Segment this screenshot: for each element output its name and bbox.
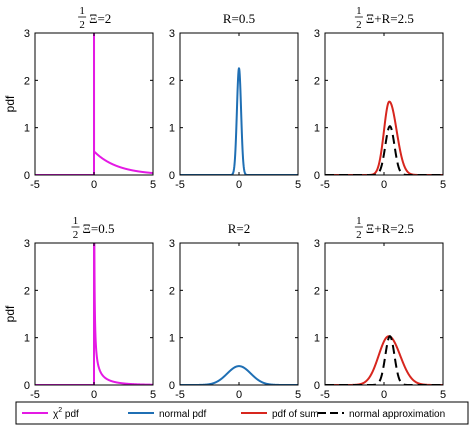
- y-tick-label: 2: [169, 75, 175, 87]
- y-tick-label: 3: [314, 28, 320, 40]
- y-tick-label: 2: [169, 285, 175, 297]
- x-tick-label: 0: [381, 179, 387, 191]
- x-tick-label: 5: [440, 389, 446, 401]
- legend-label-sum: pdf of sum: [272, 409, 319, 420]
- y-tick-label: 1: [314, 123, 320, 135]
- y-tick-label: 2: [314, 75, 320, 87]
- x-tick-label: 0: [381, 389, 387, 401]
- y-tick-label: 1: [169, 123, 175, 135]
- x-tick-label: 5: [150, 179, 156, 191]
- series-line-normal: [325, 125, 443, 175]
- y-axis-label: pdf: [3, 95, 17, 112]
- series-group: [325, 335, 443, 385]
- x-tick-label: 0: [236, 389, 242, 401]
- x-tick-label: 5: [150, 389, 156, 401]
- title-fraction-denominator: 2: [73, 229, 79, 241]
- series-group: [180, 67, 298, 175]
- series-group: [325, 100, 443, 175]
- y-tick-label: 0: [314, 380, 320, 392]
- y-tick-label: 2: [24, 75, 30, 87]
- y-tick-label: 1: [314, 333, 320, 345]
- x-tick-label: 0: [91, 179, 97, 191]
- series-group: [35, 33, 153, 175]
- y-tick-label: 3: [24, 28, 30, 40]
- y-tick-label: 3: [314, 238, 320, 250]
- x-tick-label: -5: [175, 389, 185, 401]
- title-fraction-numerator: 1: [79, 5, 85, 17]
- legend-label-approx: normal approximation: [349, 409, 445, 420]
- x-tick-label: -5: [30, 389, 40, 401]
- plot-frame: [179, 32, 299, 176]
- y-tick-label: 3: [24, 238, 30, 250]
- series-line-chi2: [35, 33, 153, 175]
- title-fraction-numerator: 1: [73, 215, 79, 227]
- chart-title: Ξ=0.5: [83, 221, 115, 236]
- title-fraction-numerator: 1: [356, 5, 362, 17]
- y-tick-label: 2: [314, 285, 320, 297]
- x-tick-label: 0: [236, 179, 242, 191]
- x-tick-label: 5: [295, 179, 301, 191]
- x-tick-label: -5: [30, 179, 40, 191]
- x-tick-label: 5: [295, 389, 301, 401]
- y-tick-label: 0: [24, 170, 30, 182]
- x-tick-label: 0: [91, 389, 97, 401]
- plot-frame: [179, 242, 299, 386]
- y-tick-label: 3: [169, 238, 175, 250]
- series-line-sum: [325, 100, 443, 175]
- y-tick-label: 0: [169, 380, 175, 392]
- y-tick-label: 2: [24, 285, 30, 297]
- y-tick-label: 1: [24, 333, 30, 345]
- x-tick-label: -5: [320, 179, 330, 191]
- chart-title: Ξ=2: [89, 11, 111, 26]
- y-tick-label: 3: [169, 28, 175, 40]
- title-fraction-denominator: 2: [356, 229, 362, 241]
- legend-label-chi2: χ2 pdf: [53, 407, 79, 420]
- chart-title: Ξ+R=2.5: [366, 221, 414, 236]
- title-fraction-numerator: 1: [356, 215, 362, 227]
- chart-title: Ξ+R=2.5: [366, 11, 414, 26]
- title-fraction-denominator: 2: [356, 19, 362, 31]
- x-tick-label: -5: [175, 179, 185, 191]
- chart-title: R=0.5: [223, 11, 255, 26]
- series-line-normal: [325, 335, 443, 385]
- title-fraction-denominator: 2: [79, 19, 85, 31]
- x-tick-label: 5: [440, 179, 446, 191]
- y-tick-label: 1: [24, 123, 30, 135]
- y-axis-label: pdf: [3, 305, 17, 322]
- y-tick-label: 1: [169, 333, 175, 345]
- series-line-normal: [180, 67, 298, 175]
- y-tick-label: 0: [24, 380, 30, 392]
- x-tick-label: -5: [320, 389, 330, 401]
- legend: χ2 pdf normal pdf pdf of sum normal approxi…: [15, 401, 469, 425]
- y-tick-label: 0: [169, 170, 175, 182]
- chart-title: R=2: [228, 221, 251, 236]
- legend-label-normal: normal pdf: [159, 409, 206, 420]
- y-tick-label: 0: [314, 170, 320, 182]
